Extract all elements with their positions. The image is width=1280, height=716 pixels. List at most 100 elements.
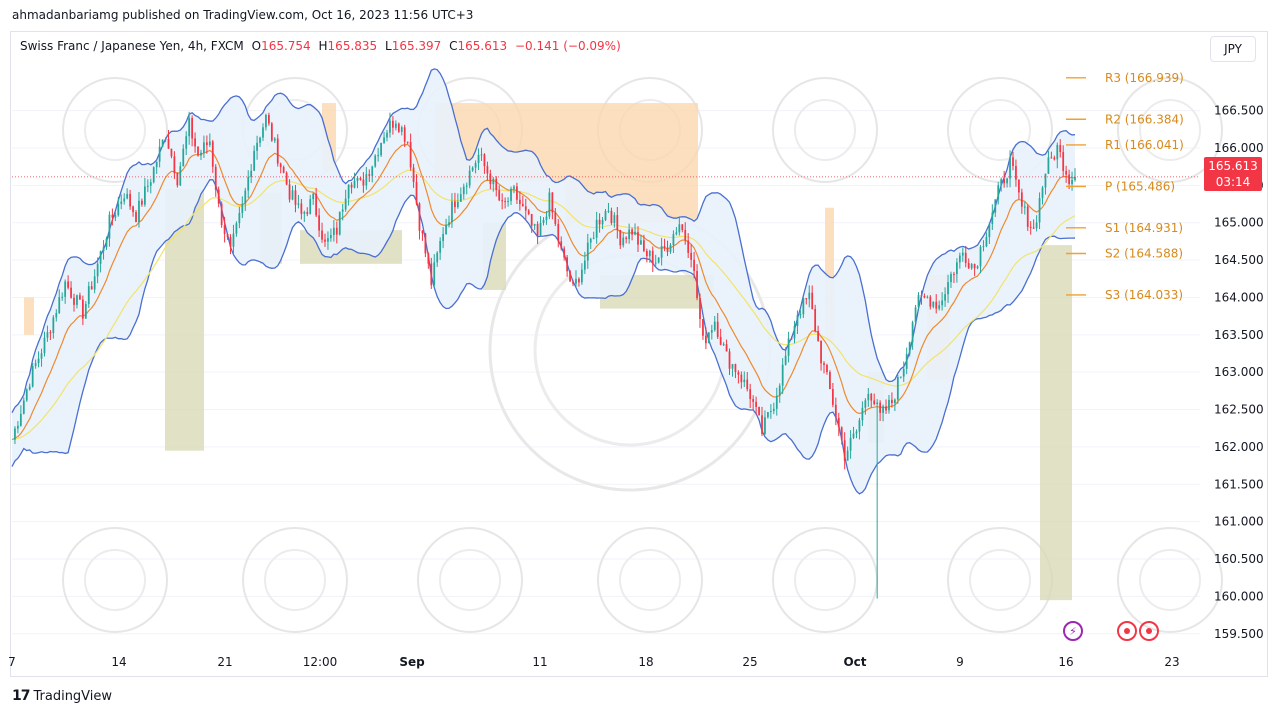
candle-body	[22, 400, 25, 414]
candle-body	[344, 198, 347, 210]
candle-body	[40, 353, 43, 359]
candle-body	[244, 190, 247, 204]
candle-body	[418, 203, 421, 231]
lightning-icon[interactable]: ⚡	[1063, 621, 1083, 641]
candle-body	[746, 379, 749, 390]
candle-body	[672, 234, 675, 246]
candle-body	[545, 216, 548, 220]
candle-body	[300, 203, 303, 214]
tradingview-logo[interactable]: 17	[12, 688, 31, 704]
candle-body	[1068, 174, 1070, 185]
candle-body	[947, 282, 949, 295]
candle-body	[208, 141, 211, 146]
candle-body	[335, 227, 338, 235]
candle-body	[394, 123, 397, 128]
candle-body	[837, 417, 840, 428]
tradingview-brand[interactable]: TradingView	[33, 688, 113, 704]
publish-caption: ahmadanbariamg published on TradingView.…	[12, 8, 474, 22]
candle-body	[902, 368, 905, 377]
watermark-seal	[947, 77, 1053, 183]
candle-body	[761, 415, 763, 434]
candle-body	[879, 402, 882, 413]
candle-body	[459, 194, 462, 202]
candle-body	[716, 321, 719, 337]
candle-body	[282, 167, 285, 173]
candle-body	[149, 182, 152, 186]
bar-countdown: 03:14	[1215, 175, 1251, 189]
candle-body	[226, 233, 229, 237]
candle-body	[767, 412, 769, 418]
candle-body	[338, 211, 341, 235]
candle-body	[350, 184, 353, 188]
candle-body	[926, 296, 929, 298]
candle-body	[409, 142, 412, 168]
candle-body	[731, 364, 734, 369]
candle-body	[191, 118, 194, 139]
x-tick-label: 11	[532, 655, 547, 669]
y-tick-label: 164.000	[1214, 290, 1264, 304]
candle-body	[811, 292, 814, 309]
candle-body	[14, 428, 16, 440]
candle-body	[1074, 176, 1076, 180]
candle-body	[551, 192, 554, 213]
candle-body	[713, 321, 716, 331]
candle-body	[814, 308, 817, 332]
watermark-seal	[772, 77, 878, 183]
open-label: O	[251, 39, 262, 53]
candle-body	[843, 440, 846, 461]
candle-body	[613, 215, 616, 224]
candle-body	[622, 237, 625, 246]
candle-body	[941, 300, 944, 306]
candle-body	[769, 411, 772, 413]
symbol-title[interactable]: Swiss Franc / Japanese Yen, 4h, FXCM	[20, 39, 244, 53]
candle-body	[861, 407, 864, 421]
candle-body	[61, 296, 64, 298]
economic-event-icon[interactable]	[1117, 621, 1137, 641]
candle-body	[232, 233, 235, 247]
candle-body	[49, 332, 52, 334]
candle-body	[787, 338, 790, 356]
candle-body	[25, 389, 28, 401]
candle-body	[220, 203, 223, 226]
candle-body	[309, 199, 312, 214]
candle-body	[616, 215, 619, 230]
candle-body	[775, 395, 778, 409]
candle-body	[108, 214, 111, 239]
candle-body	[1041, 187, 1044, 199]
candle-body	[988, 224, 991, 237]
currency-button[interactable]: JPY	[1210, 36, 1256, 62]
candle-body	[433, 262, 436, 286]
candle-body	[143, 186, 146, 205]
low-label: L	[385, 39, 392, 53]
candle-body	[229, 236, 232, 247]
candle-body	[566, 257, 569, 272]
candle-body	[392, 120, 394, 128]
candle-body	[536, 223, 539, 236]
footer: 17 TradingView	[12, 688, 112, 704]
candle-body	[521, 204, 524, 207]
candle-body	[699, 298, 701, 319]
candle-body	[702, 318, 704, 336]
last-price-value: 165.613	[1208, 159, 1258, 173]
candle-body	[102, 247, 105, 252]
candle-body	[958, 255, 961, 263]
candle-body	[1026, 206, 1029, 227]
candle-body	[412, 167, 415, 182]
candle-body	[982, 246, 985, 248]
watermark-seal	[242, 527, 348, 633]
candle-body	[397, 123, 400, 132]
candle-body	[167, 138, 170, 149]
candle-body	[888, 399, 890, 411]
candle-body	[625, 237, 628, 240]
candle-body	[707, 332, 710, 344]
candle-body	[1015, 165, 1017, 180]
candle-body	[1044, 173, 1047, 188]
candle-body	[238, 213, 241, 224]
economic-event-icon[interactable]	[1139, 621, 1159, 641]
candle-body	[465, 185, 468, 187]
candle-body	[182, 148, 185, 167]
candle-body	[64, 281, 67, 297]
x-tick-label: 25	[742, 655, 757, 669]
candle-body	[353, 180, 356, 188]
